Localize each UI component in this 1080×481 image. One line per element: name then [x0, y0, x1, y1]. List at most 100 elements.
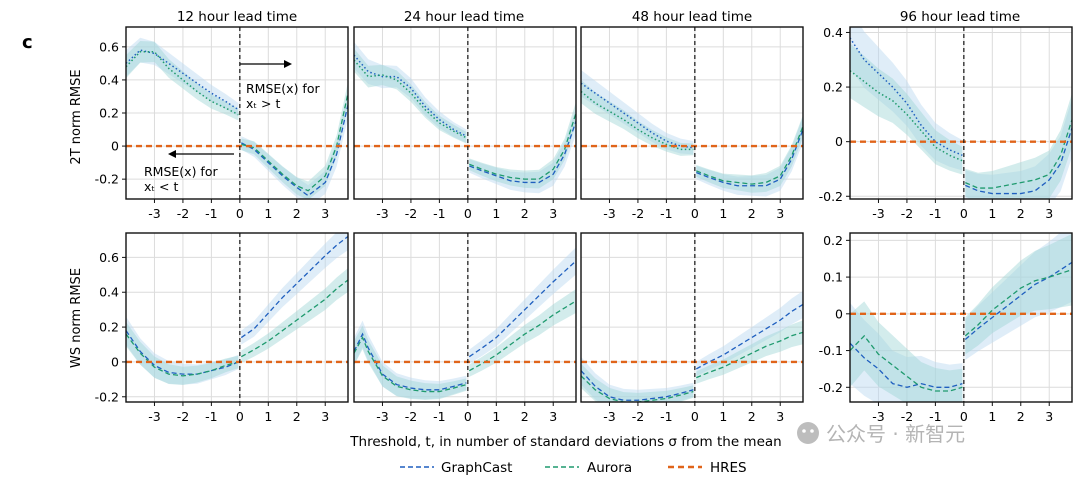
x-tick-label: 1 [264, 206, 272, 221]
y-tick-label: -0.2 [95, 172, 119, 187]
series-line-graphcast [354, 332, 467, 391]
x-tick-label: 3 [1045, 409, 1053, 424]
panel-7-plot-area [850, 233, 1072, 402]
uncertainty-band-aurora [965, 233, 1072, 355]
series-line-aurora [696, 125, 803, 185]
x-tick-label: 2 [521, 409, 529, 424]
panels-group: -3 -2 -1 0 1 2 3 -0.2 0 0.2 0.4 0.6 -3 -2 -1 0 1 2 3 -3 -2 -1… [95, 25, 1073, 424]
y-tick-label: 0.4 [823, 25, 843, 40]
series-line-aurora [126, 333, 239, 377]
panel-label: c [22, 32, 33, 53]
panel-5: -3 -2 -1 0 1 2 3 [353, 232, 577, 424]
uncertainty-band-aurora [469, 101, 576, 189]
annotation-right-line2: xₜ > t [246, 96, 281, 111]
panel-frame [580, 26, 804, 200]
x-tick-label: -2 [901, 409, 913, 424]
series-line-aurora [850, 70, 963, 162]
series-line-graphcast [581, 370, 694, 401]
uncertainty-band-graphcast [850, 302, 963, 402]
uncertainty-band-aurora [696, 114, 803, 193]
panel-1-plot-area [354, 27, 576, 199]
annotation-right: RMSE(x) for xₜ > t [240, 60, 320, 111]
x-tick-label: 2 [293, 409, 301, 424]
uncertainty-band-aurora [965, 93, 1072, 199]
uncertainty-band-aurora [354, 48, 467, 144]
panel-4-plot-area [126, 233, 348, 402]
x-tick-label: -3 [376, 409, 388, 424]
uncertainty-band-aurora [850, 301, 963, 402]
x-tick-label: -3 [148, 206, 160, 221]
series-line-aurora [469, 112, 576, 180]
x-tick-label: -3 [603, 206, 615, 221]
legend: GraphCast Aurora HRES [400, 460, 747, 476]
series-line-aurora [126, 51, 239, 116]
x-tick-label: -1 [929, 409, 941, 424]
y-tick-label: -0.2 [819, 189, 843, 204]
annotation-right-line1: RMSE(x) for [246, 81, 320, 96]
y-tick-label: 0.2 [823, 80, 843, 95]
x-tick-label: 0 [691, 206, 699, 221]
x-tick-label: -3 [148, 409, 160, 424]
y-tick-label: -0.1 [819, 343, 843, 358]
y-tick-label: 0.4 [99, 72, 119, 87]
annotation-left-line2: xₜ < t [144, 179, 179, 194]
uncertainty-band-aurora [354, 325, 467, 400]
panel-6: -3 -2 -1 0 1 2 3 [580, 232, 804, 424]
panel-5-plot-area [354, 233, 576, 402]
series-line-graphcast [695, 303, 803, 370]
x-tick-label: 0 [464, 409, 472, 424]
x-tick-label: 3 [549, 206, 557, 221]
uncertainty-band-graphcast [241, 233, 348, 345]
series-line-aurora [964, 269, 1072, 337]
col-title-24h: 24 hour lead time [404, 9, 524, 25]
annotation-left-line1: RMSE(x) for [144, 164, 218, 179]
series-line-aurora [850, 334, 963, 392]
x-tick-label: -2 [177, 409, 189, 424]
x-tick-label: 2 [293, 206, 301, 221]
x-tick-label: -3 [872, 206, 884, 221]
y-tick-label: 0.2 [823, 233, 843, 248]
uncertainty-band-graphcast [354, 41, 467, 143]
x-tick-label: -1 [205, 409, 217, 424]
panel-frame [849, 26, 1073, 200]
y-tick-label: -0.2 [819, 380, 843, 395]
watermark-text: 公众号 · 新智元 [826, 422, 965, 446]
y-tick-label: 0.4 [99, 285, 119, 300]
x-tick-label: -3 [376, 206, 388, 221]
annotation-left: RMSE(x) for xₜ < t [144, 150, 234, 194]
uncertainty-band-graphcast [126, 37, 239, 117]
panel-7: -3 -2 -1 0 1 2 3 -0.2 -0.1 0 0.1 0.2 [819, 232, 1073, 424]
row-label-ws: WS norm RMSE [69, 268, 84, 368]
x-tick-label: -2 [405, 206, 417, 221]
x-tick-label: -2 [632, 206, 644, 221]
row-label-2t: 2T norm RMSE [69, 69, 84, 164]
uncertainty-band-graphcast [581, 70, 694, 155]
y-tick-label: 0.6 [99, 250, 119, 265]
series-line-graphcast [126, 330, 239, 375]
x-tick-label: 3 [321, 206, 329, 221]
series-line-graphcast [240, 104, 348, 197]
x-tick-label: -2 [901, 206, 913, 221]
x-tick-label: -1 [660, 206, 672, 221]
wechat-icon [797, 422, 819, 444]
uncertainty-band-aurora [581, 79, 694, 156]
series-line-aurora [354, 336, 467, 393]
watermark: 公众号 · 新智元 [797, 422, 965, 446]
uncertainty-band-graphcast [469, 247, 576, 364]
x-tick-label: -2 [632, 409, 644, 424]
x-tick-label: 3 [549, 409, 557, 424]
legend-label-graphcast: GraphCast [441, 460, 512, 476]
series-line-graphcast [964, 261, 1072, 341]
uncertainty-band-graphcast [965, 98, 1072, 199]
x-tick-label: -1 [433, 409, 445, 424]
series-line-graphcast [850, 37, 963, 157]
x-tick-label: -3 [872, 409, 884, 424]
panel-3: -3 -2 -1 0 1 2 3 -0.2 0 0.2 0.4 [819, 25, 1073, 221]
series-line-graphcast [581, 82, 694, 149]
x-tick-label: 3 [321, 409, 329, 424]
y-tick-label: 0 [835, 306, 843, 321]
x-tick-label: 0 [960, 409, 968, 424]
x-tick-label: 2 [521, 206, 529, 221]
series-line-aurora [581, 375, 694, 402]
panel-0: -3 -2 -1 0 1 2 3 -0.2 0 0.2 0.4 0.6 [95, 26, 349, 221]
